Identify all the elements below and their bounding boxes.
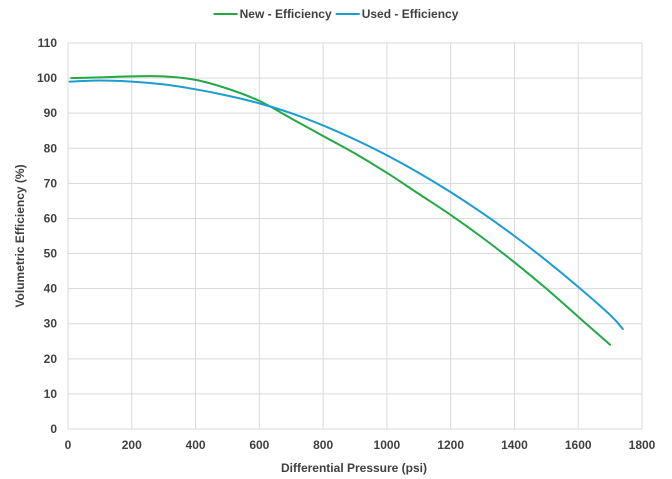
y-tick-label: 20: [44, 352, 58, 366]
x-tick-label: 1600: [565, 438, 592, 452]
y-tick-label: 0: [50, 422, 57, 436]
legend-item-0: New - Efficiency: [213, 7, 332, 21]
x-tick-label: 0: [65, 438, 72, 452]
legend-label: New - Efficiency: [240, 7, 332, 21]
legend: New - Efficiency Used - Efficiency: [213, 7, 459, 21]
x-tick-label: 1000: [374, 438, 401, 452]
y-tick-label: 30: [44, 317, 58, 331]
legend-item-1: Used - Efficiency: [335, 7, 459, 21]
x-tick-label: 200: [122, 438, 142, 452]
y-tick-label: 40: [44, 282, 58, 296]
y-tick-label: 70: [44, 176, 58, 190]
y-tick-label: 60: [44, 211, 58, 225]
x-tick-label: 400: [186, 438, 206, 452]
tick-labels: 0 10 20 30 40 50 60 70 80 90 100 110 0 200 400 600 800 10…: [37, 36, 656, 452]
y-axis-title: Volumetric Efficiency (%): [13, 164, 27, 307]
x-axis-title: Differential Pressure (psi): [281, 461, 427, 475]
series-lines: [68, 75, 624, 346]
x-tick-label: 1400: [501, 438, 528, 452]
x-tick-label: 1800: [629, 438, 656, 452]
gridlines: [67, 42, 643, 430]
legend-label: Used - Efficiency: [362, 7, 459, 21]
x-tick-label: 1200: [437, 438, 464, 452]
series-line-1: [68, 79, 624, 330]
x-tick-label: 800: [313, 438, 333, 452]
series-line-0: [70, 75, 612, 346]
y-tick-label: 100: [37, 71, 57, 85]
x-tick-label: 600: [249, 438, 269, 452]
y-tick-label: 50: [44, 247, 58, 261]
y-tick-label: 80: [44, 141, 58, 155]
y-tick-label: 90: [44, 106, 58, 120]
y-tick-label: 10: [44, 387, 58, 401]
y-tick-label: 110: [38, 36, 58, 50]
